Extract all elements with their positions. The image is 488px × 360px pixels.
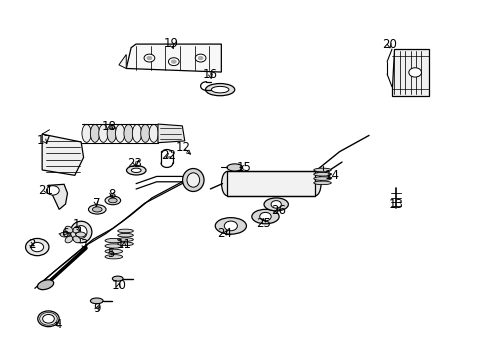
Text: 2: 2	[28, 238, 35, 251]
Circle shape	[168, 58, 179, 66]
Text: 3: 3	[80, 238, 87, 251]
Text: 21: 21	[39, 184, 53, 197]
Text: 7: 7	[92, 197, 100, 210]
Ellipse shape	[186, 173, 199, 187]
Text: 10: 10	[111, 279, 126, 292]
Ellipse shape	[108, 198, 117, 203]
Ellipse shape	[313, 168, 330, 172]
Ellipse shape	[264, 198, 288, 211]
Text: 26: 26	[270, 204, 285, 217]
Ellipse shape	[118, 238, 133, 241]
Polygon shape	[119, 54, 126, 68]
Text: 8: 8	[108, 188, 115, 201]
Ellipse shape	[215, 218, 246, 234]
Ellipse shape	[118, 242, 133, 246]
Text: 13: 13	[387, 198, 402, 211]
Ellipse shape	[313, 181, 330, 185]
Ellipse shape	[76, 232, 85, 237]
Ellipse shape	[90, 298, 103, 304]
Ellipse shape	[92, 207, 102, 212]
Ellipse shape	[75, 226, 87, 238]
Polygon shape	[158, 124, 184, 143]
Text: 16: 16	[203, 68, 218, 81]
Ellipse shape	[82, 125, 91, 142]
Ellipse shape	[60, 232, 70, 237]
Text: 17: 17	[37, 134, 52, 147]
Ellipse shape	[141, 125, 150, 142]
Circle shape	[144, 54, 155, 62]
Ellipse shape	[107, 125, 116, 142]
Text: 11: 11	[116, 238, 131, 251]
Ellipse shape	[65, 236, 73, 243]
Text: 6: 6	[61, 226, 69, 239]
Ellipse shape	[65, 226, 73, 233]
Ellipse shape	[105, 238, 122, 243]
Ellipse shape	[131, 168, 141, 172]
Polygon shape	[126, 44, 221, 72]
Ellipse shape	[88, 205, 106, 214]
Text: 22: 22	[161, 149, 176, 162]
Ellipse shape	[313, 177, 330, 180]
Circle shape	[170, 59, 176, 64]
Polygon shape	[42, 134, 83, 175]
Ellipse shape	[309, 171, 321, 196]
Text: 20: 20	[381, 38, 396, 51]
Ellipse shape	[118, 233, 133, 237]
Circle shape	[224, 221, 237, 231]
Ellipse shape	[90, 125, 100, 142]
Circle shape	[408, 68, 421, 77]
Ellipse shape	[70, 221, 92, 243]
Text: 25: 25	[256, 216, 271, 230]
Ellipse shape	[112, 276, 123, 281]
Ellipse shape	[251, 210, 279, 224]
Ellipse shape	[73, 226, 81, 233]
Circle shape	[38, 311, 59, 327]
Ellipse shape	[105, 249, 122, 253]
Circle shape	[25, 238, 49, 256]
Text: 12: 12	[176, 141, 191, 154]
Ellipse shape	[211, 86, 228, 93]
Text: 23: 23	[127, 157, 142, 170]
Text: 5: 5	[106, 247, 114, 260]
Ellipse shape	[99, 125, 108, 142]
Text: 18: 18	[102, 120, 116, 133]
Ellipse shape	[115, 125, 124, 142]
Circle shape	[270, 201, 281, 208]
Ellipse shape	[221, 171, 233, 196]
Ellipse shape	[126, 166, 146, 175]
Polygon shape	[48, 184, 67, 210]
Ellipse shape	[38, 280, 54, 290]
Ellipse shape	[313, 172, 330, 176]
Text: 1: 1	[72, 218, 80, 231]
Circle shape	[46, 186, 59, 195]
Circle shape	[31, 242, 43, 252]
Text: 19: 19	[163, 37, 179, 50]
Text: 4: 4	[54, 318, 62, 331]
Text: 15: 15	[237, 161, 251, 174]
Ellipse shape	[123, 125, 133, 142]
Ellipse shape	[73, 236, 81, 243]
Circle shape	[146, 56, 152, 60]
Ellipse shape	[149, 125, 158, 142]
Circle shape	[197, 56, 203, 60]
Ellipse shape	[226, 164, 242, 171]
Circle shape	[259, 212, 271, 221]
Text: 14: 14	[324, 169, 339, 182]
Ellipse shape	[182, 168, 203, 192]
Text: 24: 24	[217, 227, 232, 240]
Ellipse shape	[132, 125, 142, 142]
Polygon shape	[391, 49, 427, 96]
Text: 9: 9	[93, 302, 101, 315]
Ellipse shape	[105, 244, 122, 248]
Circle shape	[195, 54, 205, 62]
Ellipse shape	[205, 84, 234, 96]
Ellipse shape	[105, 196, 121, 205]
Ellipse shape	[118, 229, 133, 233]
Circle shape	[42, 315, 54, 323]
Bar	[227, 171, 315, 196]
Ellipse shape	[105, 255, 122, 259]
